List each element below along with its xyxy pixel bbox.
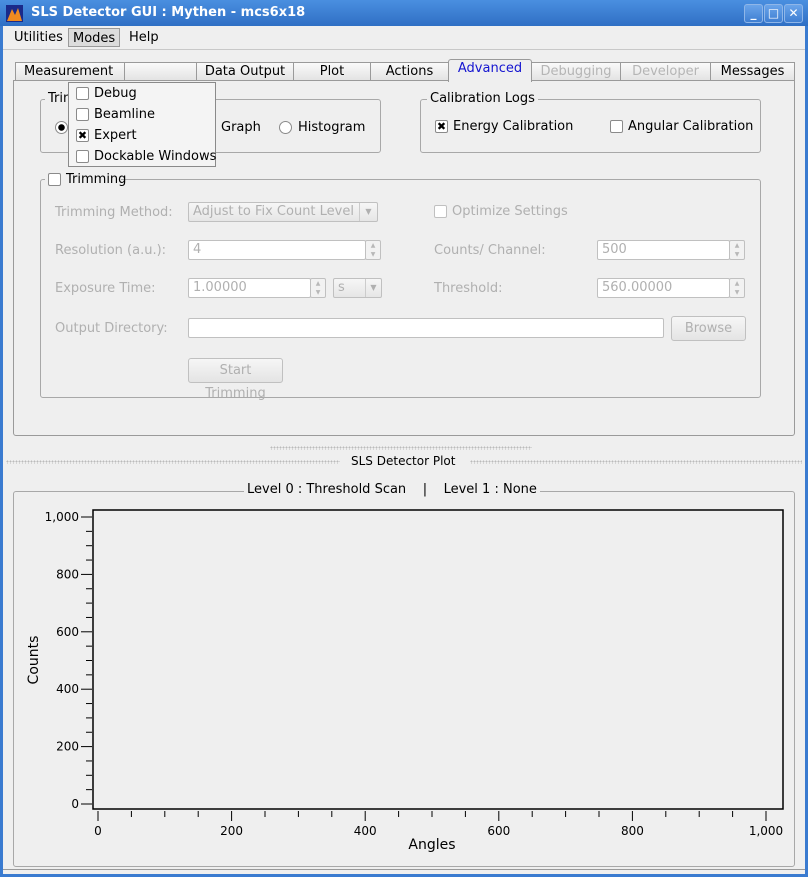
y-axis-label: Counts bbox=[26, 636, 42, 685]
output-directory-label: Output Directory: bbox=[55, 321, 168, 336]
plot-group-title: Level 0 : Threshold Scan | Level 1 : Non… bbox=[244, 483, 540, 497]
trimming-group bbox=[40, 179, 761, 398]
menu-utilities[interactable]: Utilities bbox=[14, 30, 63, 45]
menu-modes[interactable]: Modes bbox=[68, 28, 120, 47]
output-directory-input bbox=[188, 318, 664, 338]
checkbox bbox=[76, 108, 89, 121]
tab-advanced[interactable]: Advanced bbox=[448, 59, 532, 82]
tab-plot[interactable]: Plot bbox=[293, 62, 371, 81]
checkbox bbox=[76, 150, 89, 163]
calibration-logs-group bbox=[420, 99, 761, 153]
tab-messages[interactable]: Messages bbox=[710, 62, 795, 81]
x-tick-label: 600 bbox=[487, 824, 510, 838]
y-tick-label: 1,000 bbox=[45, 510, 79, 524]
energy-calibration-label: Energy Calibration bbox=[453, 119, 574, 134]
checkbox bbox=[76, 87, 89, 100]
y-tick-label: 400 bbox=[56, 682, 79, 696]
main-window bbox=[3, 26, 805, 874]
splitter-handle[interactable] bbox=[270, 446, 532, 450]
minimize-button[interactable]: _ bbox=[744, 4, 763, 23]
counts-channel-label: Counts/ Channel: bbox=[434, 243, 546, 258]
y-tick-label: 0 bbox=[71, 797, 79, 811]
plot-chart: 0 200 400 600 800 1,000 0 200 400 600 800 1,000 Angl… bbox=[26, 509, 784, 853]
chevron-down-icon: ▼ bbox=[365, 279, 381, 297]
y-tick-label: 800 bbox=[56, 567, 79, 581]
optimize-settings-label: Optimize Settings bbox=[452, 204, 568, 219]
tab-data-output[interactable]: Data Output bbox=[196, 62, 294, 81]
plot-canvas bbox=[92, 509, 784, 810]
energy-calibration-checkbox[interactable]: ✖ bbox=[435, 120, 448, 133]
modes-menu: Debug Beamline ✖ Expert Dockable Windows bbox=[68, 82, 216, 167]
title-bar: SLS Detector GUI : Mythen - mcs6x18 _ □ … bbox=[0, 0, 808, 26]
threshold-label: Threshold: bbox=[434, 281, 503, 296]
menu-help[interactable]: Help bbox=[129, 30, 159, 45]
counts-channel-input: 500 bbox=[597, 240, 730, 260]
start-trimming-button: Start Trimming bbox=[188, 358, 283, 401]
radio-graph-label: Graph bbox=[221, 120, 261, 135]
maximize-button[interactable]: □ bbox=[764, 4, 783, 23]
calibration-logs-title: Calibration Logs bbox=[427, 92, 538, 106]
dock-title-grip bbox=[470, 460, 802, 464]
x-tick-label: 200 bbox=[220, 824, 243, 838]
radio-trim-mode-1[interactable] bbox=[55, 121, 68, 134]
tab-measurement[interactable]: Measurement bbox=[15, 62, 125, 81]
resolution-spinner: ▲ ▼ bbox=[365, 240, 381, 260]
threshold-input: 560.00000 bbox=[597, 278, 730, 298]
dock-title-grip bbox=[6, 460, 340, 464]
chevron-down-icon: ▼ bbox=[359, 203, 377, 221]
trimming-checkbox[interactable] bbox=[48, 173, 61, 186]
exposure-time-input: 1.00000 bbox=[188, 278, 311, 298]
x-tick-label: 400 bbox=[354, 824, 377, 838]
threshold-spinner: ▲ ▼ bbox=[729, 278, 745, 298]
tab-panel-advanced bbox=[13, 80, 795, 436]
y-tick-label: 200 bbox=[56, 740, 79, 754]
angular-calibration-checkbox[interactable] bbox=[610, 120, 623, 133]
resolution-label: Resolution (a.u.): bbox=[55, 243, 167, 258]
exposure-time-label: Exposure Time: bbox=[55, 281, 156, 296]
optimize-settings-checkbox bbox=[434, 205, 447, 218]
resolution-input: 4 bbox=[188, 240, 366, 260]
app-logo-icon bbox=[6, 5, 23, 22]
trimming-method-label: Trimming Method: bbox=[55, 205, 173, 220]
x-tick-label: 800 bbox=[621, 824, 644, 838]
tab-hidden[interactable] bbox=[124, 62, 197, 81]
browse-button: Browse bbox=[671, 316, 746, 341]
tab-actions[interactable]: Actions bbox=[370, 62, 449, 81]
exposure-unit-select: s ▼ bbox=[333, 278, 382, 298]
checkbox-checked: ✖ bbox=[76, 129, 89, 142]
tab-developer: Developer bbox=[620, 62, 711, 81]
window-title: SLS Detector GUI : Mythen - mcs6x18 bbox=[31, 5, 306, 20]
status-divider bbox=[3, 869, 805, 870]
radio-histogram[interactable] bbox=[279, 121, 292, 134]
trimming-title bbox=[45, 172, 121, 188]
exposure-time-spinner: ▲ ▼ bbox=[310, 278, 326, 298]
x-tick-label: 0 bbox=[94, 824, 102, 838]
angular-calibration-label: Angular Calibration bbox=[628, 119, 754, 134]
counts-channel-spinner: ▲ ▼ bbox=[729, 240, 745, 260]
trimming-method-select: Adjust to Fix Count Level ▼ bbox=[188, 202, 378, 222]
x-tick-label: 1,000 bbox=[749, 824, 783, 838]
tab-debugging: Debugging bbox=[531, 62, 621, 81]
y-tick-label: 600 bbox=[56, 625, 79, 639]
plot-dock-title: SLS Detector Plot bbox=[351, 454, 456, 468]
radio-histogram-label: Histogram bbox=[298, 120, 366, 135]
close-button[interactable]: ✕ bbox=[784, 4, 803, 23]
x-axis-label: Angles bbox=[408, 837, 455, 853]
trimming-label: Trimming bbox=[66, 172, 127, 187]
menubar-divider bbox=[3, 49, 805, 50]
